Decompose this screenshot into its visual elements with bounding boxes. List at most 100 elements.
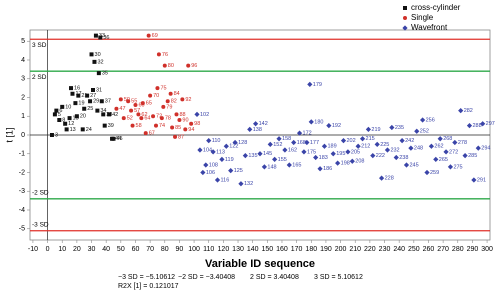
point-label: 186 xyxy=(323,166,332,172)
point-label: 125 xyxy=(234,168,243,174)
y-tick-label: -5 xyxy=(19,226,25,233)
point xyxy=(223,143,229,149)
point-label: 208 xyxy=(355,159,364,165)
point xyxy=(159,116,164,121)
point-label: 37 xyxy=(105,99,111,105)
point-label: 128 xyxy=(238,140,247,146)
point-label: 57 xyxy=(134,108,140,114)
point-label: 285 xyxy=(468,153,477,159)
point xyxy=(165,99,170,104)
point-label: 16 xyxy=(74,86,80,92)
point-label: 222 xyxy=(376,153,385,159)
point-label: 108 xyxy=(209,162,218,168)
point xyxy=(126,99,131,104)
reference-label: -3 SD xyxy=(32,221,49,228)
y-axis-label: t [1] xyxy=(4,127,14,142)
x-tick-label: 300 xyxy=(481,246,493,253)
y-tick-label: -3 xyxy=(19,188,25,195)
point-label: 52 xyxy=(127,116,133,122)
x-tick-label: 140 xyxy=(247,246,259,253)
point-label: 64 xyxy=(144,116,150,122)
point xyxy=(247,126,253,132)
point-label: 69 xyxy=(152,33,158,39)
point xyxy=(374,141,380,147)
reference-label: -2 SD xyxy=(32,190,49,197)
point-label: 21 xyxy=(81,93,87,99)
point xyxy=(80,127,85,132)
point xyxy=(291,139,297,146)
point-label: 10 xyxy=(65,104,71,110)
point xyxy=(308,119,314,125)
point xyxy=(443,149,449,155)
point-label: 92 xyxy=(185,97,191,103)
point-label: 179 xyxy=(313,82,322,88)
x-tick-label: 50 xyxy=(117,246,125,253)
x-tick-label: 240 xyxy=(393,246,405,253)
y-tick-label: 0 xyxy=(21,132,25,139)
point-label: 192 xyxy=(332,123,341,129)
point-label: 158 xyxy=(282,136,291,142)
point xyxy=(403,6,407,10)
y-tick-label: 5 xyxy=(21,38,25,45)
point xyxy=(321,143,328,149)
x-tick-label: -10 xyxy=(28,246,38,253)
x-tick-label: 260 xyxy=(423,246,435,253)
point xyxy=(301,149,307,155)
legend-label: Single xyxy=(411,13,434,22)
point xyxy=(189,121,194,126)
point-label: 82 xyxy=(171,99,177,105)
point xyxy=(228,168,234,174)
point xyxy=(349,158,355,164)
point xyxy=(139,116,144,121)
point xyxy=(74,114,79,119)
point-label: 228 xyxy=(385,176,394,182)
point-label: 135 xyxy=(248,153,257,159)
point xyxy=(480,121,486,127)
point-label: 248 xyxy=(414,146,423,152)
point xyxy=(146,33,151,38)
point-label: 282 xyxy=(464,108,473,114)
point xyxy=(340,138,347,144)
point xyxy=(214,177,221,183)
point xyxy=(355,143,361,149)
point-label: 70 xyxy=(153,93,159,99)
point xyxy=(118,97,123,102)
x-tick-label: 200 xyxy=(335,246,347,253)
point xyxy=(403,16,407,20)
point-label: 180 xyxy=(314,119,323,125)
legend-label: Wavefront xyxy=(411,23,448,32)
point xyxy=(101,112,106,117)
point-label: 5 xyxy=(58,112,61,118)
point xyxy=(133,103,138,107)
point-label: 32 xyxy=(97,59,103,65)
point xyxy=(99,99,104,104)
point xyxy=(111,136,116,141)
point xyxy=(95,108,100,113)
x-tick-label: 110 xyxy=(203,246,214,253)
point xyxy=(242,153,248,159)
x-tick-label: 60 xyxy=(132,246,140,253)
x-tick-label: 30 xyxy=(88,246,96,253)
point xyxy=(194,111,200,117)
x-tick-label: 290 xyxy=(467,246,479,253)
point xyxy=(156,52,161,57)
point xyxy=(70,91,75,96)
point-label: 79 xyxy=(166,104,172,110)
point xyxy=(393,154,399,161)
x-tick-label: 270 xyxy=(437,246,449,253)
point-label: 245 xyxy=(409,162,418,168)
point-label: 297 xyxy=(486,121,495,127)
point-label: 138 xyxy=(253,127,262,133)
point xyxy=(359,136,366,142)
point xyxy=(155,86,160,91)
point xyxy=(93,33,98,38)
point xyxy=(183,127,188,132)
footer-text: −3 SD = −5.10612 xyxy=(118,274,175,281)
point xyxy=(389,124,395,131)
point-label: 72 xyxy=(156,114,162,120)
point xyxy=(286,162,292,168)
point xyxy=(313,154,319,161)
y-tick-label: 4 xyxy=(21,57,25,64)
point-label: 35 xyxy=(102,71,108,77)
